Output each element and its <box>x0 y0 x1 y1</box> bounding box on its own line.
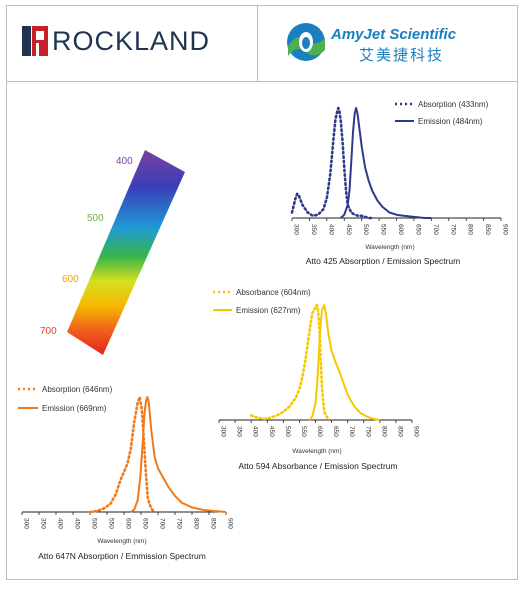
x-tick-label-atto-594: 350 <box>236 426 243 437</box>
legend-absorption-label: Absorption (433nm) <box>418 100 489 109</box>
emission-curve-atto-647n <box>130 396 227 513</box>
xlabel-atto-647n: Wavelength (nm) <box>97 538 146 545</box>
title-atto-647n: Atto 647N Absorption / Emmission Spectru… <box>38 551 206 561</box>
title-atto-594: Atto 594 Absorbance / Emission Spectrum <box>238 461 397 471</box>
title-atto-425: Atto 425 Absorption / Emission Spectrum <box>306 256 461 266</box>
x-tick-label-atto-594: 800 <box>380 426 387 437</box>
spectrum-label-600: 600 <box>62 274 79 285</box>
spectrum-label-700: 700 <box>40 326 57 337</box>
absorption-curve-atto-425 <box>290 106 374 220</box>
x-tick-label-atto-425: 500 <box>362 224 369 235</box>
rockland-wordmark: ROCKLAND <box>52 25 211 56</box>
emission-curve-atto-594 <box>308 304 380 421</box>
x-tick-label-atto-647n: 350 <box>40 518 47 529</box>
chart-atto-425: 300 350 400 450 500 550 600 650 700 750 800 850 900 <box>290 106 509 235</box>
x-tick-label-atto-647n: 300 <box>23 518 30 529</box>
x-tick-label-atto-594: 750 <box>364 426 371 437</box>
x-tick-label-atto-647n: 850 <box>210 518 217 529</box>
x-tick-label-atto-647n: 700 <box>159 518 166 529</box>
x-tick-label-atto-647n: 500 <box>91 518 98 529</box>
x-tick-label-atto-425: 400 <box>327 224 334 235</box>
legend-atto-647n: Absorption (646nm) Emission (669nm) <box>18 385 113 413</box>
x-tick-label-atto-594: 550 <box>300 426 307 437</box>
visible-spectrum-bar: 400 500 600 700 <box>40 150 185 355</box>
xlabel-atto-594: Wavelength (nm) <box>292 448 341 455</box>
legend-atto-425: Absorption (433nm) Emission (484nm) <box>395 100 489 126</box>
x-tick-label-atto-425: 800 <box>467 224 474 235</box>
amyjet-globe-icon <box>287 23 325 61</box>
legend-emission-label: Emission (669nm) <box>42 404 107 413</box>
x-tick-label-atto-425: 450 <box>345 224 352 235</box>
absorption-curve-atto-647n <box>88 395 156 514</box>
amyjet-wordmark: AmyJet Scientific <box>331 26 457 43</box>
x-tick-label-atto-425: 600 <box>397 224 404 235</box>
x-tick-label-atto-647n: 550 <box>108 518 115 529</box>
spectrum-label-400: 400 <box>116 156 133 167</box>
x-tick-label-atto-425: 550 <box>380 224 387 235</box>
spectrum-label-500: 500 <box>87 213 104 224</box>
figure-frame <box>6 5 518 580</box>
x-tick-label-atto-594: 300 <box>220 426 227 437</box>
x-tick-label-atto-647n: 650 <box>142 518 149 529</box>
x-tick-label-atto-594: 450 <box>268 426 275 437</box>
x-tick-label-atto-425: 350 <box>310 224 317 235</box>
x-tick-label-atto-425: 900 <box>502 224 509 235</box>
x-tick-label-atto-594: 900 <box>413 426 420 437</box>
spectrum-gradient <box>67 150 185 355</box>
x-tick-label-atto-425: 300 <box>293 224 300 235</box>
x-tick-label-atto-647n: 750 <box>176 518 183 529</box>
rockland-mark-icon <box>22 26 48 56</box>
x-tick-label-atto-594: 700 <box>348 426 355 437</box>
x-tick-label-atto-647n: 400 <box>57 518 64 529</box>
legend-absorption-label: Absorption (646nm) <box>42 385 113 394</box>
x-tick-label-atto-425: 650 <box>414 224 421 235</box>
logo-divider <box>257 5 258 81</box>
x-tick-label-atto-594: 400 <box>252 426 259 437</box>
x-tick-label-atto-647n: 900 <box>227 518 234 529</box>
x-tick-label-atto-647n: 800 <box>193 518 200 529</box>
x-tick-label-atto-594: 600 <box>316 426 323 437</box>
legend-emission-label: Emission (627nm) <box>236 306 301 315</box>
legend-absorbance-label: Absorbance (604nm) <box>236 288 311 297</box>
amyjet-chinese-wordmark: 艾美捷科技 <box>359 46 445 64</box>
x-tick-label-atto-425: 850 <box>484 224 491 235</box>
chart-atto-647n: 300 350 400 450 500 550 600 650 700 750 800 850 900 <box>21 395 234 529</box>
x-tick-label-atto-594: 650 <box>332 426 339 437</box>
absorption-curve-atto-594 <box>249 303 330 421</box>
x-tick-label-atto-594: 850 <box>396 426 403 437</box>
header-divider <box>6 81 518 82</box>
legend-emission-label: Emission (484nm) <box>418 117 483 126</box>
legend-atto-594: Absorbance (604nm) Emission (627nm) <box>213 288 311 315</box>
xlabel-atto-425: Wavelength (nm) <box>365 244 414 251</box>
chart-atto-594: 300 350 400 450 500 550 600 650 700 750 800 850 900 <box>218 303 420 437</box>
x-tick-label-atto-425: 750 <box>449 224 456 235</box>
emission-curve-atto-425 <box>340 107 432 219</box>
x-tick-label-atto-425: 700 <box>432 224 439 235</box>
x-tick-label-atto-594: 500 <box>284 426 291 437</box>
rockland-logo: ROCKLAND <box>22 26 210 56</box>
x-tick-label-atto-647n: 600 <box>125 518 132 529</box>
x-tick-label-atto-647n: 450 <box>74 518 81 529</box>
